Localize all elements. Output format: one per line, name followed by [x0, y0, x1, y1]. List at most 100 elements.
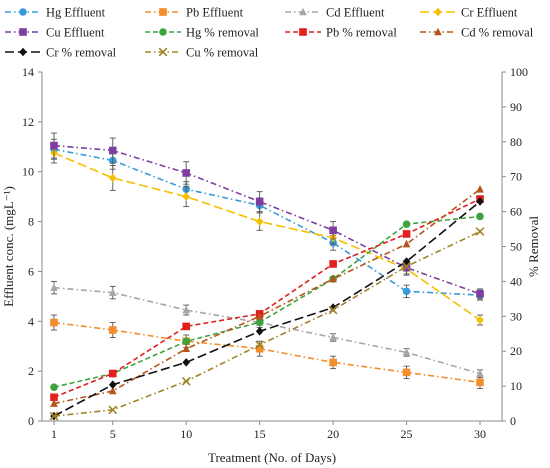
legend-marker [159, 28, 167, 36]
legend-label: Cr % removal [46, 46, 117, 60]
data-point [255, 318, 264, 327]
x-tick-label: 20 [327, 427, 339, 441]
data-point [182, 337, 191, 346]
data-point [476, 290, 484, 298]
data-point [50, 383, 58, 391]
x-axis-title: Treatment (No. of Days) [208, 450, 336, 465]
data-point [182, 169, 191, 177]
legend-item: Cu % removal [145, 46, 259, 60]
data-point [402, 239, 411, 248]
y-left-tick-label: 0 [28, 414, 34, 428]
series-line [53, 321, 481, 384]
legend-item: Cd Effluent [285, 6, 385, 20]
legend-label: Cd % removal [461, 26, 534, 40]
y-left-tick-label: 10 [22, 165, 34, 179]
data-point [329, 274, 337, 283]
y-right-tick-label: 70 [510, 170, 522, 184]
data-point [108, 288, 117, 296]
data-point [402, 257, 411, 266]
legend-marker [159, 8, 167, 16]
data-point [402, 263, 411, 272]
series-pb-removal [50, 195, 484, 402]
data-point [402, 348, 411, 356]
data-point [181, 376, 191, 386]
legend-item: Hg Effluent [5, 6, 106, 20]
series-line [53, 144, 481, 295]
data-point [108, 380, 117, 390]
legend: Hg Effluent Pb Effluent Cd Effluent Cr Effl… [5, 6, 534, 60]
data-point [108, 405, 118, 415]
data-point [182, 322, 191, 331]
y-right-tick-label: 100 [510, 65, 528, 79]
data-point [476, 378, 484, 387]
data-point [182, 192, 191, 201]
data-point [255, 217, 264, 226]
data-point [182, 358, 191, 367]
data-point [255, 340, 265, 350]
data-point [50, 399, 58, 407]
y-right-tick-label: 20 [510, 344, 522, 358]
legend-label: Cr Effluent [461, 6, 518, 20]
y-left-tick-label: 2 [28, 364, 34, 378]
legend-marker [299, 28, 307, 36]
series-cu-effluent [50, 132, 484, 300]
data-point [50, 141, 58, 150]
legend-label: Cd Effluent [326, 6, 385, 20]
series-line [53, 148, 481, 296]
legend-item: Pb % removal [285, 26, 397, 40]
data-point [329, 358, 337, 367]
x-tick-label: 25 [401, 427, 413, 441]
legend-item: Hg % removal [145, 26, 259, 40]
y-left-tick-label: 4 [28, 314, 34, 328]
y-right-ticks: 0 10 20 30 40 50 60 70 80 90 100 [502, 65, 528, 428]
data-point [476, 369, 484, 377]
data-point [329, 260, 337, 268]
data-point [50, 283, 58, 291]
y-axis-left-title: Effluent conc. (mgL⁻¹) [1, 186, 16, 307]
y-right-tick-label: 60 [510, 205, 522, 219]
data-point [108, 326, 117, 334]
data-point [108, 146, 117, 155]
data-point [108, 369, 117, 378]
data-point [476, 212, 484, 221]
series-line [53, 198, 481, 399]
data-point [108, 386, 117, 395]
legend-marker [434, 7, 442, 17]
y-left-tick-label: 6 [28, 264, 34, 278]
data-point [255, 344, 264, 353]
series-layer [49, 132, 485, 421]
legend-marker [158, 47, 168, 57]
data-point [402, 287, 411, 296]
series-pb-effluent [50, 314, 484, 390]
data-point [402, 368, 411, 377]
data-point [329, 333, 337, 341]
legend-label: Pb % removal [326, 26, 397, 40]
data-point [476, 184, 484, 193]
y-left-tick-label: 12 [22, 115, 34, 129]
y-right-tick-label: 80 [510, 135, 522, 149]
series-cr-effluent [50, 142, 484, 326]
data-point [475, 227, 485, 236]
legend-item: Cu Effluent [5, 26, 105, 40]
y-right-tick-label: 90 [510, 100, 522, 114]
series-hg-removal [50, 212, 484, 391]
y-right-tick-label: 40 [510, 274, 522, 288]
y-left-tick-label: 8 [28, 215, 34, 229]
data-point [476, 197, 484, 206]
legend-marker [434, 27, 442, 36]
x-tick-label: 10 [180, 427, 192, 441]
data-point [255, 312, 264, 320]
data-point [402, 230, 411, 238]
legend-label: Pb Effluent [186, 6, 244, 20]
data-point [49, 411, 59, 421]
y-left-tick-label: 14 [22, 65, 34, 79]
y-left-ticks: 0 2 4 6 8 10 12 14 [22, 65, 42, 428]
legend-marker [299, 7, 307, 16]
y-right-tick-label: 10 [510, 379, 522, 393]
legend-item: Cr Effluent [420, 6, 518, 20]
data-point [402, 220, 411, 228]
legend-label: Hg % removal [186, 26, 259, 40]
data-point [108, 173, 117, 183]
data-point [328, 305, 338, 315]
